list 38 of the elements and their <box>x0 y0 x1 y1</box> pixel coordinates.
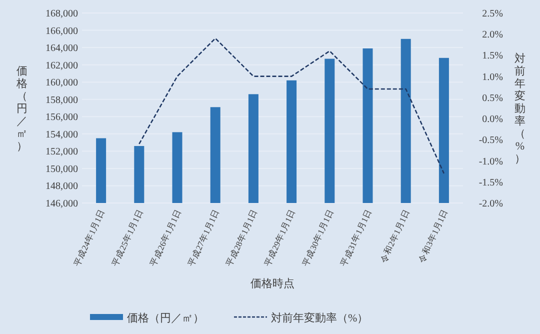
y-tick-label: 148,000 <box>46 181 78 192</box>
y2-tick-label: 2.5% <box>482 8 503 20</box>
y-tick-label: 156,000 <box>46 112 78 124</box>
y-tick-label: 154,000 <box>46 129 78 140</box>
y2-tick-label: 1.0% <box>482 72 503 83</box>
x-tick-label: 平成24年1月1日 <box>72 208 107 268</box>
line-series <box>138 38 445 174</box>
y2-tick-label: -1.5% <box>478 177 503 188</box>
x-tick-label: 平成25年1月1日 <box>110 208 145 268</box>
x-tick-label: 平成30年1月1日 <box>300 208 336 268</box>
y-tick-label: 162,000 <box>46 60 78 72</box>
y-axis-title: 価格（円／㎡） <box>16 66 28 152</box>
x-tick-label: 平成31年1月1日 <box>338 208 374 268</box>
legend-label: 価格（円／㎡） <box>127 312 204 324</box>
y-tick-label: 146,000 <box>46 198 78 210</box>
x-tick-label: 平成26年1月1日 <box>148 208 184 268</box>
y2-tick-label: -0.5% <box>478 135 503 146</box>
y-tick-label: 164,000 <box>46 43 78 54</box>
y2-tick-label: 2.0% <box>482 30 503 41</box>
y2-tick-label: -1.0% <box>478 156 503 168</box>
y-tick-label: 168,000 <box>46 8 78 20</box>
x-tick-label: 平成29年1月1日 <box>262 208 298 268</box>
y2-tick-label: 0.0% <box>482 114 503 126</box>
legend-label: 対前年変動率（%） <box>271 312 368 324</box>
x-tick-label: 平成28年1月1日 <box>224 208 260 268</box>
y-tick-label: 152,000 <box>46 146 78 158</box>
x-tick-label: 令和3年1月1日 <box>416 208 450 264</box>
y2-tick-label: 0.5% <box>482 92 503 104</box>
y2-tick-label: -2.0% <box>478 198 503 210</box>
x-axis-title: 価格時点 <box>250 277 294 290</box>
y-tick-label: 150,000 <box>46 164 78 175</box>
y2-tick-label: 1.5% <box>482 50 503 62</box>
x-tick-label: 令和2年1月1日 <box>378 208 412 264</box>
x-tick-label: 平成27年1月1日 <box>186 208 222 268</box>
y-tick-label: 166,000 <box>46 26 78 37</box>
y-tick-label: 160,000 <box>46 78 78 89</box>
y-tick-label: 158,000 <box>46 94 78 106</box>
text: 対前年変動率（%） <box>514 53 526 165</box>
